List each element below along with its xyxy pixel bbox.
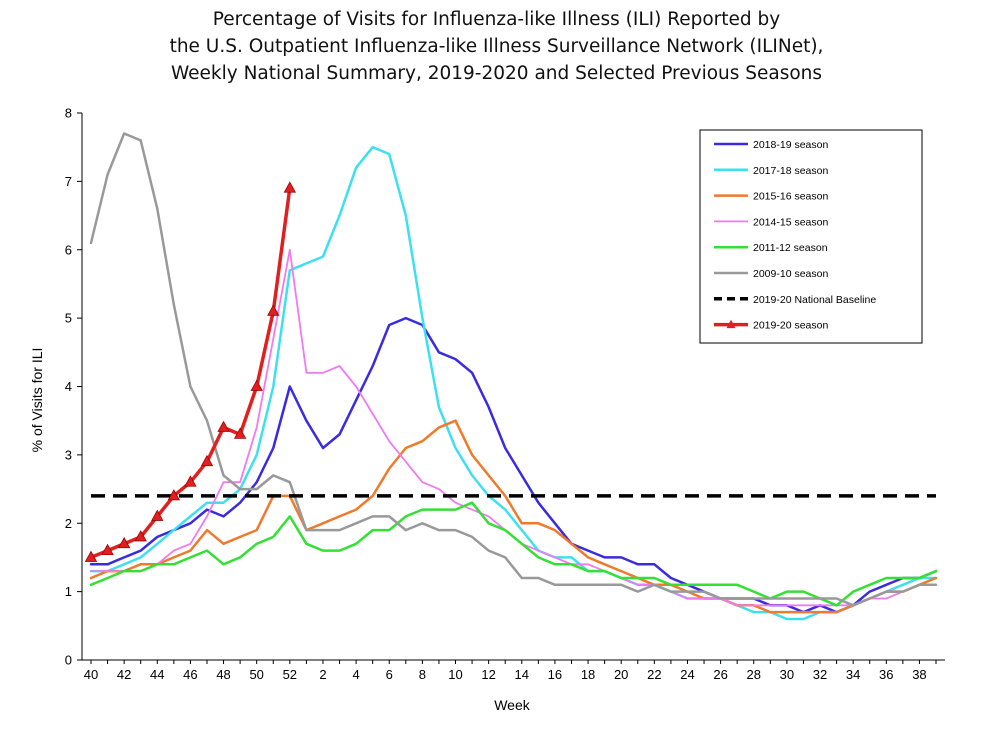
legend-label: 2017-18 season [753, 165, 828, 177]
series-line-2015-16-season [89, 419, 938, 614]
x-tick-label: 6 [386, 667, 393, 682]
data-point-marker [151, 509, 164, 521]
x-tick-label: 2 [319, 667, 326, 682]
x-tick-label: 8 [419, 667, 426, 682]
y-tick-label: 2 [65, 516, 72, 531]
legend: 2018-19 season 2017-18 season 2015-16 seas… [699, 129, 923, 344]
y-tick-label: 4 [65, 379, 72, 394]
x-tick-label: 48 [216, 667, 230, 682]
chart-title-line-1: Percentage of Visits for Influenza-like … [212, 9, 781, 30]
x-tick-label: 44 [150, 667, 164, 682]
chart-title: Percentage of Visits for Influenza-like … [0, 6, 993, 87]
legend-label: 2009-10 season [753, 268, 828, 280]
legend-label: 2015-16 season [753, 191, 828, 203]
x-tick-label: 28 [747, 667, 761, 682]
legend-label: 2019-20 National Baseline [753, 294, 876, 306]
x-tick-label: 36 [879, 667, 893, 682]
x-tick-label: 32 [813, 667, 827, 682]
x-tick-label: 50 [249, 667, 263, 682]
legend-marker [726, 319, 736, 329]
x-tick-label: 24 [680, 667, 694, 682]
legend-label: 2019-20 season [753, 320, 828, 332]
series-line-2011-12-season [89, 501, 938, 607]
x-tick-label: 14 [515, 667, 529, 682]
legend-label: 2018-19 season [753, 139, 828, 151]
x-tick-label: 20 [614, 667, 628, 682]
data-point-marker [134, 530, 147, 542]
x-tick-label: 22 [647, 667, 661, 682]
legend-label: 2014-15 season [753, 216, 828, 228]
x-tick-label: 4 [352, 667, 359, 682]
series-line-2018-19-season [89, 316, 938, 614]
x-tick-label: 26 [713, 667, 727, 682]
data-point-marker [167, 489, 181, 501]
x-tick-label: 40 [84, 667, 98, 682]
data-point-marker [283, 181, 297, 193]
x-axis-title: Week [494, 697, 531, 713]
y-tick-label: 3 [65, 447, 72, 462]
y-tick-label: 5 [65, 311, 72, 326]
x-tick-label: 16 [548, 667, 562, 682]
y-tick-label: 1 [65, 584, 72, 599]
data-point-marker [184, 475, 197, 487]
y-tick-label: 7 [65, 174, 72, 189]
x-tick-label: 18 [581, 667, 595, 682]
x-tick-label: 10 [448, 667, 462, 682]
x-tick-label: 34 [846, 667, 860, 682]
data-point-marker [233, 427, 247, 439]
y-tick-label: 0 [65, 653, 72, 668]
legend-label: 2011-12 season [753, 242, 828, 254]
x-tick-label: 30 [780, 667, 794, 682]
x-tick-label: 52 [283, 667, 297, 682]
x-tick-label: 12 [481, 667, 495, 682]
x-tick-label: 38 [912, 667, 926, 682]
data-point-marker [117, 536, 131, 549]
data-point-marker [217, 420, 230, 432]
x-tick-label: 42 [117, 667, 131, 682]
y-axis-title: % of Visits for ILI [29, 348, 45, 453]
data-point-marker [84, 550, 98, 562]
legend-box [699, 129, 923, 344]
data-point-marker [250, 379, 263, 391]
y-tick-label: 6 [65, 242, 72, 257]
chart-title-line-2: the U.S. Outpatient Influenza-like Illne… [169, 36, 824, 57]
data-point-marker [101, 543, 114, 555]
data-point-marker [267, 304, 280, 316]
data-point-marker [200, 454, 214, 467]
series-lines [84, 132, 938, 621]
x-tick-label: 46 [183, 667, 197, 682]
series-line-2019-20-season [89, 186, 292, 560]
series-line-2009-10-season [89, 132, 938, 607]
chart-title-line-3: Weekly National Summary, 2019-2020 and S… [170, 63, 823, 84]
y-tick-label: 8 [65, 106, 72, 121]
